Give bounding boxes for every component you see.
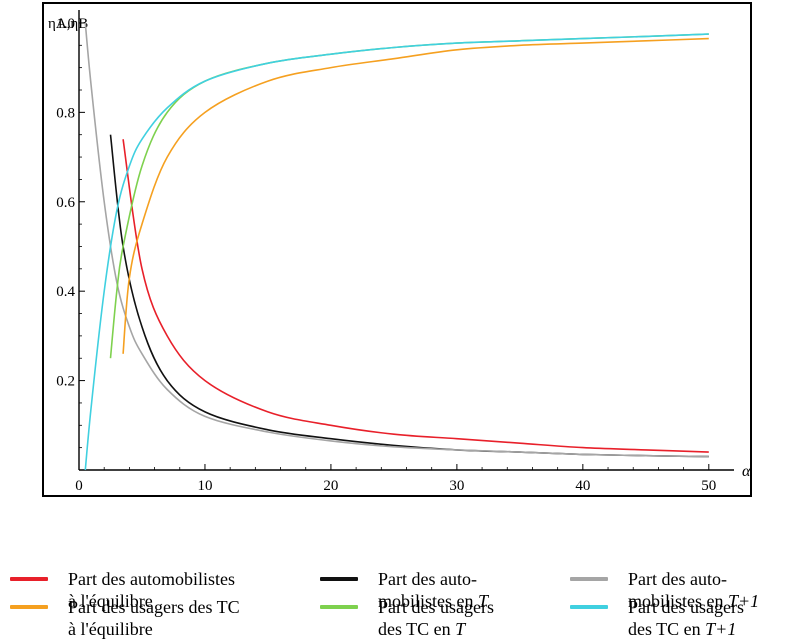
y-axis-label: ηA,ηB xyxy=(48,16,88,32)
legend-item-tc-equilibrium: Part des usagers des TC à l'équilibre xyxy=(10,596,240,640)
x-tick-label: 50 xyxy=(701,478,716,494)
x-tick-label: 30 xyxy=(449,478,464,494)
series-line-tc_eq xyxy=(122,37,709,354)
legend-label: mobilistes en xyxy=(378,591,478,611)
legend-label: Part des usagers xyxy=(628,597,744,617)
y-tick-label: 1.0 xyxy=(56,16,75,32)
legend-label: des TC en xyxy=(628,619,706,639)
legend-item-auto-T1: Part des auto- mobilistes en T+1 xyxy=(570,568,759,612)
x-tick-label: 40 xyxy=(575,478,590,494)
legend-label: à l'équilibre xyxy=(68,591,153,611)
y-tick-label: 0.8 xyxy=(56,105,75,121)
chart-frame: 0 10 20 30 40 50 0.2 0.4 0.6 0.8 1.0 ηA,ηB α xyxy=(42,2,752,497)
x-tick-label: 0 xyxy=(75,478,83,494)
legend-item-tc-T: Part des usagers des TC en T xyxy=(320,596,494,640)
x-tick-label: 10 xyxy=(197,478,212,494)
series-line-auto_T xyxy=(109,134,709,458)
legend-label: Part des automobilistes xyxy=(68,569,235,589)
legend-swatch xyxy=(10,605,48,609)
legend-label: à l'équilibre xyxy=(68,619,153,639)
legend-item-tc-T1: Part des usagers des TC en T+1 xyxy=(570,596,744,640)
legend-label: Part des usagers des TC xyxy=(68,597,240,617)
legend-label: Part des auto- xyxy=(378,569,477,589)
x-tick-label: 20 xyxy=(323,478,338,494)
y-tick-label: 0.2 xyxy=(56,374,75,390)
legend-swatch xyxy=(570,577,608,581)
legend-swatch xyxy=(570,605,608,609)
y-tick-label: 0.6 xyxy=(56,195,75,211)
series-line-auto_eq xyxy=(122,139,709,453)
y-tick-label: 0.4 xyxy=(56,284,75,300)
legend-item-auto-equilibrium: Part des automobilistes à l'équilibre xyxy=(10,568,235,612)
x-axis-label: α xyxy=(742,463,750,480)
legend-label: des TC en xyxy=(378,619,456,639)
legend-label: Part des usagers xyxy=(378,597,494,617)
legend-variable: T xyxy=(455,619,466,639)
line-chart: 0 10 20 30 40 50 0.2 0.4 0.6 0.8 1.0ηA,ηB α xyxy=(48,10,750,494)
legend-item-auto-T: Part des auto- mobilistes en T xyxy=(320,568,488,612)
legend-label: mobilistes en xyxy=(628,591,728,611)
legend-label: Part des auto- xyxy=(628,569,727,589)
legend-variable: T xyxy=(478,591,489,611)
legend-variable: T+1 xyxy=(728,591,760,611)
series-line-tc_T1 xyxy=(84,33,709,471)
legend-swatch xyxy=(320,577,358,581)
series-line-auto_T1 xyxy=(84,22,709,458)
legend-swatch xyxy=(10,577,48,581)
legend-swatch xyxy=(320,605,358,609)
legend-variable: T+1 xyxy=(705,619,737,639)
